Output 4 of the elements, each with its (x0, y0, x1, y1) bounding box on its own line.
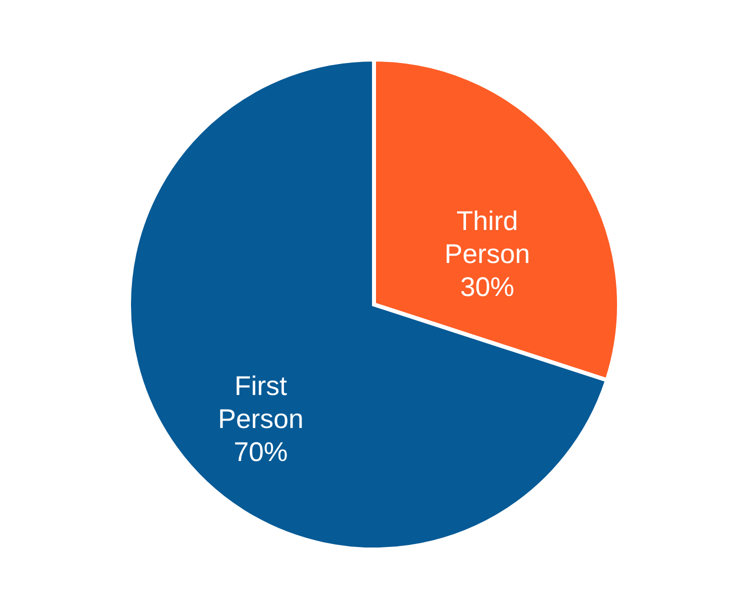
data-label: 30% (460, 272, 514, 302)
data-label: 70% (234, 436, 288, 467)
slice-label: First Person (218, 370, 304, 434)
slice-label: Third Person (444, 206, 530, 270)
